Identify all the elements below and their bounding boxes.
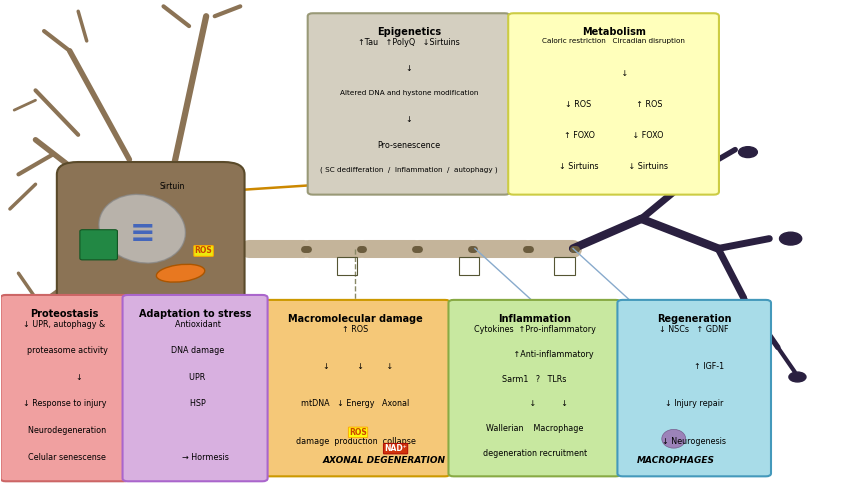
Text: MACROPHAGES: MACROPHAGES: [636, 456, 715, 465]
FancyBboxPatch shape: [428, 347, 437, 397]
FancyBboxPatch shape: [1, 295, 128, 481]
FancyBboxPatch shape: [80, 230, 117, 260]
Text: ↑Tau   ↑PolyQ   ↓Sirtuins: ↑Tau ↑PolyQ ↓Sirtuins: [358, 38, 460, 47]
Text: DNA damage: DNA damage: [166, 346, 224, 355]
Ellipse shape: [652, 423, 698, 455]
Circle shape: [789, 372, 806, 382]
Text: damage  production  collapse: damage production collapse: [295, 437, 415, 446]
Text: Celular senescense: Celular senescense: [23, 453, 106, 462]
Text: degeneration recruitment: degeneration recruitment: [483, 449, 586, 458]
FancyBboxPatch shape: [449, 300, 621, 476]
Ellipse shape: [662, 429, 686, 448]
Polygon shape: [609, 397, 647, 419]
Text: ↑ ROS: ↑ ROS: [342, 325, 369, 333]
Text: Adaptation to stress: Adaptation to stress: [139, 309, 252, 319]
Text: AXONAL DEGENERATION: AXONAL DEGENERATION: [322, 456, 445, 465]
Ellipse shape: [411, 429, 428, 448]
Text: ↓: ↓: [599, 69, 628, 78]
Text: Proteostasis: Proteostasis: [30, 309, 98, 319]
Text: ↓: ↓: [406, 115, 413, 124]
Text: Altered DNA and hystone modification: Altered DNA and hystone modification: [340, 89, 478, 95]
Text: Neurodegeneration: Neurodegeneration: [23, 426, 106, 435]
Text: ↓           ↓         ↓: ↓ ↓ ↓: [318, 362, 393, 371]
Text: mtDNA   ↓ Energy   Axonal: mtDNA ↓ Energy Axonal: [301, 400, 410, 409]
Text: ↓          ↓: ↓ ↓: [502, 400, 568, 409]
FancyBboxPatch shape: [56, 162, 245, 315]
Text: ↓ UPR, autophagy &: ↓ UPR, autophagy &: [23, 320, 105, 329]
Text: HSP: HSP: [185, 400, 205, 409]
FancyBboxPatch shape: [624, 347, 633, 397]
Text: UPR: UPR: [184, 373, 205, 382]
Text: ↑ IGF-1: ↑ IGF-1: [664, 362, 724, 371]
Polygon shape: [413, 397, 451, 419]
Text: Regeneration: Regeneration: [657, 314, 732, 324]
Text: ( SC dedifferation  /  Inflammation  /  autophagy ): ( SC dedifferation / Inflammation / auto…: [320, 167, 497, 173]
Text: Cytokines  ↑Pro-inflammatory: Cytokines ↑Pro-inflammatory: [473, 325, 596, 333]
FancyBboxPatch shape: [355, 347, 365, 397]
Text: ↓ Response to injury: ↓ Response to injury: [23, 400, 106, 409]
Text: ↓ Injury repair: ↓ Injury repair: [665, 400, 723, 409]
Text: NAD⁺: NAD⁺: [384, 444, 407, 453]
FancyBboxPatch shape: [122, 295, 268, 481]
Text: Sarm1   ?   TLRs: Sarm1 ? TLRs: [502, 375, 567, 384]
Text: Epigenetics: Epigenetics: [377, 27, 441, 37]
Ellipse shape: [372, 429, 389, 448]
FancyBboxPatch shape: [508, 13, 719, 195]
FancyBboxPatch shape: [261, 300, 450, 476]
Text: ↓: ↓: [406, 64, 413, 73]
Text: ↓ ROS                  ↑ ROS: ↓ ROS ↑ ROS: [565, 100, 663, 109]
Text: ROS: ROS: [194, 247, 212, 255]
Polygon shape: [341, 397, 378, 419]
Circle shape: [780, 232, 802, 245]
Text: Inflammation: Inflammation: [498, 314, 571, 324]
Text: Wallerian    Macrophage: Wallerian Macrophage: [486, 424, 583, 433]
Text: ↑ FOXO               ↓ FOXO: ↑ FOXO ↓ FOXO: [564, 131, 663, 140]
Ellipse shape: [157, 264, 205, 282]
Ellipse shape: [392, 429, 409, 448]
FancyBboxPatch shape: [307, 13, 510, 195]
Ellipse shape: [99, 194, 186, 263]
Text: ↓ Neurogenesis: ↓ Neurogenesis: [663, 437, 726, 446]
Text: Caloric restriction   Circadian disruption: Caloric restriction Circadian disruption: [542, 38, 685, 44]
FancyBboxPatch shape: [617, 300, 771, 476]
Text: ↑Anti-inflammatory: ↑Anti-inflammatory: [476, 349, 593, 358]
Text: Metabolism: Metabolism: [581, 27, 645, 37]
Text: Antioxidant: Antioxidant: [169, 320, 221, 329]
Text: ROS: ROS: [349, 428, 367, 437]
Text: ↓: ↓: [46, 373, 83, 382]
Circle shape: [739, 147, 758, 158]
Text: Sirtuin: Sirtuin: [159, 182, 185, 191]
Text: Pro-senescence: Pro-senescence: [377, 141, 440, 150]
Text: ↓ NSCs   ↑ GDNF: ↓ NSCs ↑ GDNF: [659, 325, 729, 333]
Ellipse shape: [354, 429, 371, 448]
Text: → Hormesis: → Hormesis: [162, 453, 229, 462]
Text: ↓ Sirtuins            ↓ Sirtuins: ↓ Sirtuins ↓ Sirtuins: [559, 162, 668, 170]
Text: ≡: ≡: [129, 219, 155, 248]
Text: proteasome activity: proteasome activity: [21, 346, 108, 355]
Ellipse shape: [334, 429, 351, 448]
Text: Macromolecular damage: Macromolecular damage: [288, 314, 423, 324]
